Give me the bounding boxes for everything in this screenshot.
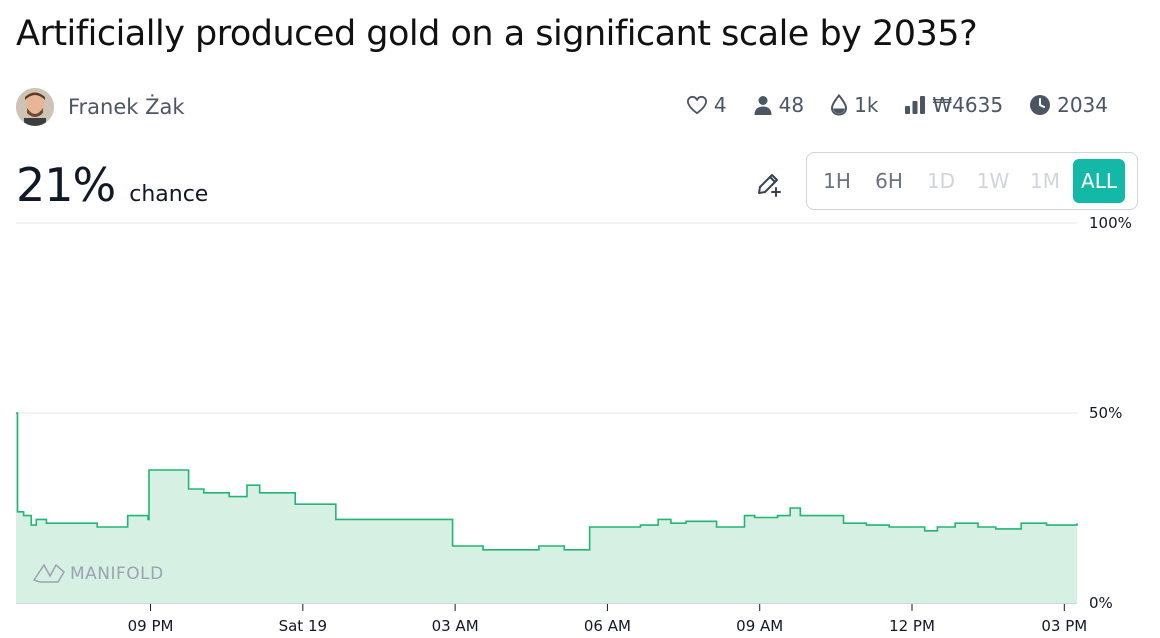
range-6h-button[interactable]: 6H xyxy=(875,169,903,193)
manifold-logo-icon xyxy=(32,563,65,583)
likes-stat[interactable]: 4 xyxy=(686,93,727,117)
probability-area xyxy=(16,413,1077,603)
bar-chart-icon xyxy=(905,96,926,114)
probability-line xyxy=(16,412,1078,551)
edit-chart-button[interactable] xyxy=(752,166,786,200)
liquidity-value: 1k xyxy=(854,93,879,117)
range-1d-button: 1D xyxy=(926,169,956,193)
range-1m-button: 1M xyxy=(1030,169,1060,193)
pencil-plus-icon xyxy=(758,174,781,197)
creator[interactable]: Franek Żak xyxy=(16,88,185,126)
close-date: 2034 xyxy=(1057,93,1108,117)
range-all-button[interactable]: ALL xyxy=(1073,159,1125,203)
probability-label: chance xyxy=(129,182,209,207)
market-stats: 4 48 1k ₩4635 2034 xyxy=(686,93,1108,117)
probability-chart: 100% 50% 0% 09 PM Sat 19 03 AM 06 AM 09 AM 12 PM… xyxy=(16,214,1132,635)
x-tick-label: 09 PM xyxy=(128,617,174,635)
probability-value: 21% xyxy=(16,158,116,212)
x-tick-label: 03 AM xyxy=(432,617,479,635)
liquidity-stat[interactable]: 1k xyxy=(830,93,878,117)
x-tick-label: 06 AM xyxy=(584,617,631,635)
x-tick-label: 12 PM xyxy=(889,617,935,635)
range-1h-button[interactable]: 1H xyxy=(823,169,851,193)
traders-stat[interactable]: 48 xyxy=(753,93,804,117)
heart-icon xyxy=(686,95,707,115)
market-title: Artificially produced gold on a signific… xyxy=(16,14,978,54)
y-tick-label: 50% xyxy=(1089,404,1122,422)
x-tick-label: 03 PM xyxy=(1041,617,1087,635)
x-tick-label: Sat 19 xyxy=(279,617,327,635)
volume-value: ₩4635 xyxy=(932,93,1004,117)
droplet-icon xyxy=(831,94,848,116)
probability-display: 21% chance xyxy=(16,158,208,212)
traders-count: 48 xyxy=(778,93,805,117)
creator-name[interactable]: Franek Żak xyxy=(68,95,185,119)
manifold-watermark: MANIFOLD xyxy=(32,563,164,584)
watermark-text: MANIFOLD xyxy=(70,564,164,584)
volume-stat[interactable]: ₩4635 xyxy=(904,93,1003,117)
user-icon xyxy=(754,96,772,115)
y-tick-label: 100% xyxy=(1089,214,1132,232)
close-date-stat[interactable]: 2034 xyxy=(1029,93,1108,117)
avatar[interactable] xyxy=(16,88,54,126)
clock-icon xyxy=(1030,95,1051,115)
time-range-selector: 1H 6H 1D 1W 1M ALL xyxy=(806,152,1138,210)
y-tick-label: 0% xyxy=(1089,594,1113,612)
x-tick-label: 09 AM xyxy=(736,617,783,635)
likes-count: 4 xyxy=(713,93,727,117)
range-1w-button: 1W xyxy=(976,169,1010,193)
